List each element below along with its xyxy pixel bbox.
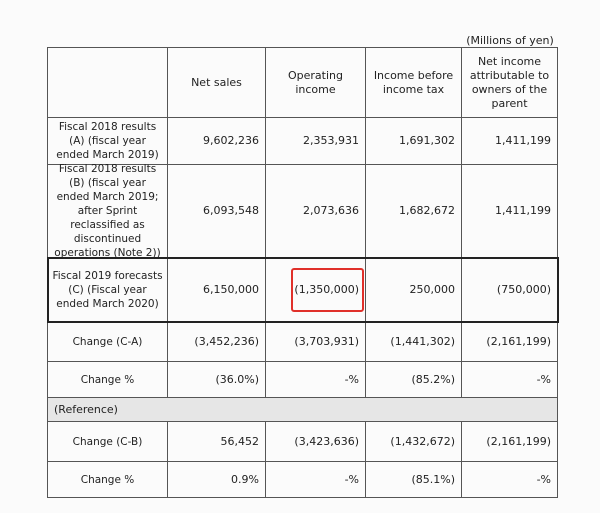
value-cell: -% (266, 362, 366, 398)
header-cell: Operating income (266, 48, 366, 118)
value-cell: (85.2%) (366, 362, 462, 398)
value-cell: 6,150,000 (168, 258, 266, 322)
value-cell: 2,073,636 (266, 165, 366, 258)
value-cell: 1,691,302 (366, 118, 462, 165)
value-cell: 56,452 (168, 422, 266, 462)
value-cell: (1,441,302) (366, 322, 462, 362)
value-cell: 2,353,931 (266, 118, 366, 165)
value-cell: 0.9% (168, 462, 266, 498)
value-cell: 6,093,548 (168, 165, 266, 258)
row-label: Fiscal 2018 results (B) (fiscal year end… (48, 163, 168, 259)
value-cell: (36.0%) (168, 362, 266, 398)
value-cell: 250,000 (366, 258, 462, 322)
value-cell: (750,000) (462, 258, 558, 322)
value-cell: -% (462, 462, 558, 498)
value-cell: 1,682,672 (366, 165, 462, 258)
row-label: Change (C-A) (48, 322, 168, 362)
value-cell: 1,411,199 (462, 165, 558, 258)
row-label: Fiscal 2019 forecasts (C) (Fiscal year e… (48, 258, 168, 322)
value-cell: 9,602,236 (168, 118, 266, 165)
value-cell: -% (266, 462, 366, 498)
value-cell: (1,350,000) (266, 258, 366, 322)
value-cell: (3,703,931) (266, 322, 366, 362)
row-label: Change (C-B) (48, 422, 168, 462)
row-label: Change % (48, 462, 168, 498)
unit-note: (Millions of yen) (466, 34, 554, 47)
value-cell: (3,452,236) (168, 322, 266, 362)
row-label: Fiscal 2018 results (A) (fiscal year end… (48, 118, 168, 165)
row-label: Change % (48, 362, 168, 398)
value-cell: (2,161,199) (462, 422, 558, 462)
value-cell: 1,411,199 (462, 118, 558, 165)
section-row: (Reference) (48, 398, 558, 422)
value-cell: (3,423,636) (266, 422, 366, 462)
header-cell: Net income attributable to owners of the… (462, 48, 558, 118)
value-cell: -% (462, 362, 558, 398)
value-cell: (2,161,199) (462, 322, 558, 362)
value-cell: (85.1%) (366, 462, 462, 498)
value-cell: (1,432,672) (366, 422, 462, 462)
header-cell (48, 48, 168, 118)
header-cell: Net sales (168, 48, 266, 118)
header-cell: Income before income tax (366, 48, 462, 118)
